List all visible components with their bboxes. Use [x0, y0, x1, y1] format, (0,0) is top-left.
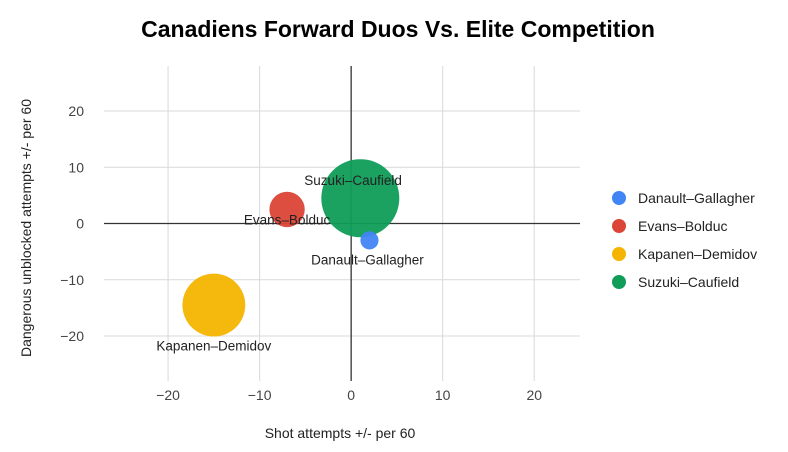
bubble-kapanen-demidov[interactable] — [182, 273, 246, 337]
legend-marker-suzuki-caufield — [612, 275, 626, 289]
y-tick-label: 0 — [76, 216, 84, 232]
point-label-danault-gallagher: Danault–Gallagher — [311, 252, 424, 267]
point-labels: Danault–Gallagher Evans–Bolduc Kapanen–Dem… — [156, 173, 424, 353]
bubble-suzuki-caufield[interactable] — [321, 159, 400, 238]
point-label-suzuki-caufield: Suzuki–Caufield — [304, 173, 402, 188]
x-tick-label: −20 — [156, 387, 180, 403]
chart-title: Canadiens Forward Duos Vs. Elite Competi… — [141, 16, 655, 42]
point-label-evans-bolduc: Evans–Bolduc — [244, 212, 331, 227]
y-tick-label: 20 — [68, 103, 84, 119]
x-tick-label: 0 — [347, 387, 355, 403]
legend-label-kapanen-demidov: Kapanen–Demidov — [638, 246, 757, 262]
legend: Danault–Gallagher Evans–Bolduc Kapanen–Dem… — [612, 190, 757, 290]
bubbles — [182, 159, 400, 337]
x-tick-label: 10 — [435, 387, 451, 403]
point-label-kapanen-demidov: Kapanen–Demidov — [156, 338, 271, 353]
y-axis-label: Dangerous unblocked attempts +/- per 60 — [18, 99, 34, 357]
x-axis-label: Shot attempts +/- per 60 — [265, 425, 416, 441]
legend-label-danault-gallagher: Danault–Gallagher — [638, 190, 755, 206]
legend-label-evans-bolduc: Evans–Bolduc — [638, 218, 728, 234]
legend-marker-evans-bolduc — [612, 219, 626, 233]
bubble-evans-bolduc[interactable] — [269, 191, 305, 228]
bubble-danault-gallagher[interactable] — [360, 231, 379, 250]
legend-marker-kapanen-demidov — [612, 247, 626, 261]
y-tick-label: −20 — [60, 328, 84, 344]
x-tick-label: 20 — [526, 387, 542, 403]
axes: −20 −10 0 10 20 −20 −10 0 10 20 — [60, 66, 580, 403]
legend-marker-danault-gallagher — [612, 191, 626, 205]
x-tick-label: −10 — [248, 387, 272, 403]
y-tick-label: −10 — [60, 272, 84, 288]
y-tick-label: 10 — [68, 159, 84, 175]
legend-label-suzuki-caufield: Suzuki–Caufield — [638, 274, 739, 290]
